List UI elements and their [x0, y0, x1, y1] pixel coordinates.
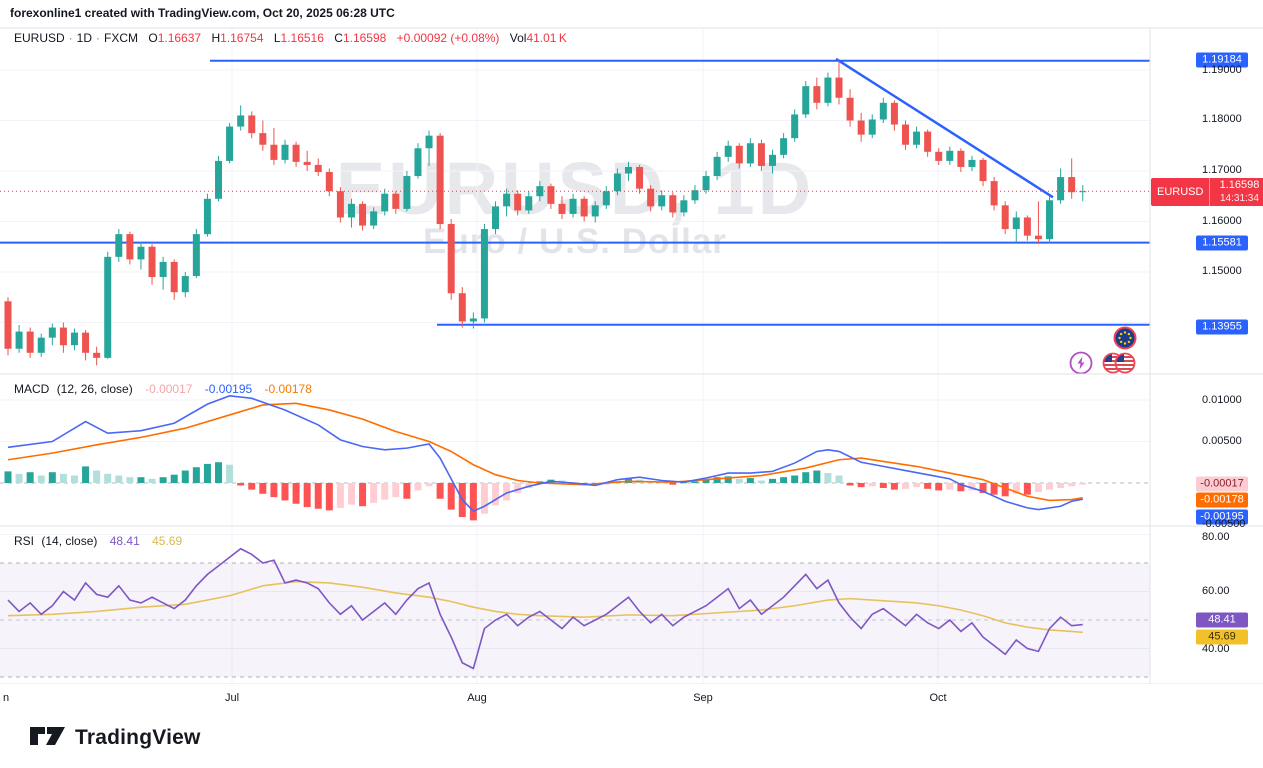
symbol-legend[interactable]: EURUSD · 1D · FXCM O1.16637 H1.16754 L1.1651… [14, 31, 567, 45]
price-axis-label: 40.00 [1202, 643, 1230, 655]
chart-area[interactable]: EURUSD, 1D Euro / U.S. Dollar EURUSD · 1D ·… [0, 0, 1263, 712]
us-flags-icon[interactable] [1102, 352, 1136, 374]
tradingview-logo-text: TradingView [75, 725, 201, 749]
price-axis-label: 80.00 [1202, 531, 1230, 543]
macd-params: (12, 26, close) [56, 382, 133, 396]
price-axis-label: 1.18000 [1202, 113, 1242, 125]
tradingview-logo-icon [30, 727, 65, 745]
macd-title: MACD [14, 382, 50, 396]
rsi-band [0, 563, 1150, 677]
legend-low-label: L [273, 31, 281, 45]
legend-low-value: 1.16516 [280, 31, 324, 45]
attribution-text: forexonline1 created with TradingView.co… [10, 6, 395, 20]
price-axis-badge: -0.00195 [1196, 509, 1248, 525]
last-price-badge-symbol: EURUSD [1151, 178, 1211, 206]
price-axis-label: 1.15000 [1202, 265, 1242, 277]
last-price-badge: EURUSD 1.16598 14:31:34 [1151, 178, 1263, 206]
price-axis-badge: 48.41 [1196, 612, 1248, 628]
price-axis-badge: 1.15581 [1196, 235, 1248, 251]
time-axis-label: Oct [929, 692, 947, 704]
macd-pane[interactable] [0, 374, 1150, 526]
bar-countdown: 14:31:34 [1219, 193, 1259, 204]
legend-high-label: H [211, 31, 221, 45]
eu-flag-icon[interactable] [1113, 326, 1137, 350]
rsi-ma-value: 45.69 [152, 534, 183, 548]
price-axis-badge: -0.00178 [1196, 492, 1248, 508]
legend-volume-label: Vol [509, 31, 527, 45]
price-axis-badge: 45.69 [1196, 629, 1248, 645]
rsi-params: (14, close) [41, 534, 98, 548]
legend-change: +0.00092 (+0.08%) [396, 31, 500, 45]
legend-exchange: FXCM [104, 31, 139, 45]
legend-open-value: 1.16637 [157, 31, 202, 45]
price-axis-label: 60.00 [1202, 585, 1230, 597]
time-axis-label: Jul [224, 692, 240, 704]
price-axis-badge: 1.19184 [1196, 52, 1248, 68]
rsi-value: 48.41 [109, 534, 140, 548]
time-axis-label: Aug [467, 692, 487, 704]
legend-high-value: 1.16754 [220, 31, 264, 45]
trendline[interactable] [835, 57, 1054, 199]
price-axis-label: 1.19000 [1202, 64, 1242, 76]
price-axis-badge: 1.13955 [1196, 319, 1248, 335]
rsi-ma-line [7, 580, 1083, 634]
legend-close-value: 1.16598 [342, 31, 387, 45]
price-axis-badge: -0.00017 [1196, 476, 1248, 492]
price-axis-label: -0.00500 [1202, 518, 1246, 530]
price-axis-label: 0.00500 [1202, 435, 1242, 447]
legend-close-label: C [334, 31, 343, 45]
tradingview-footer[interactable]: TradingView [30, 724, 201, 751]
rsi-legend[interactable]: RSI (14, close) 48.41 45.69 [14, 534, 182, 548]
macd-signal-value: -0.00178 [264, 382, 312, 396]
legend-timeframe: 1D [76, 31, 93, 45]
macd-histogram-value: -0.00017 [145, 382, 193, 396]
legend-separator: · [96, 31, 101, 45]
macd-line-value: -0.00195 [204, 382, 253, 396]
legend-open-label: O [148, 31, 158, 45]
legend-separator: · [68, 31, 73, 45]
legend-symbol: EURUSD [14, 31, 65, 45]
rsi-line [7, 547, 1083, 670]
main-pane[interactable] [0, 28, 1150, 374]
candlestick-series [4, 60, 1087, 366]
time-axis-label: Sep [693, 692, 713, 704]
macd-signal-line [7, 402, 1083, 502]
rsi-title: RSI [14, 534, 35, 548]
time-axis-label: n [3, 692, 10, 704]
price-axis-label: 1.17000 [1202, 164, 1242, 176]
rsi-pane[interactable] [0, 526, 1150, 684]
price-axis-label: 0.01000 [1202, 394, 1242, 406]
chart-canvas[interactable] [0, 0, 1263, 712]
price-axis-label: 1.16000 [1202, 215, 1242, 227]
macd-histogram [4, 462, 1087, 521]
lightning-icon[interactable] [1069, 351, 1093, 375]
last-price-value: 1.16598 [1219, 179, 1260, 191]
legend-volume-value: 41.01 K [526, 31, 567, 45]
macd-line [7, 395, 1083, 513]
macd-legend[interactable]: MACD (12, 26, close) -0.00017 -0.00195 -… [14, 382, 312, 396]
time-axis[interactable]: n Jul Aug Sep Oct [0, 684, 1263, 712]
